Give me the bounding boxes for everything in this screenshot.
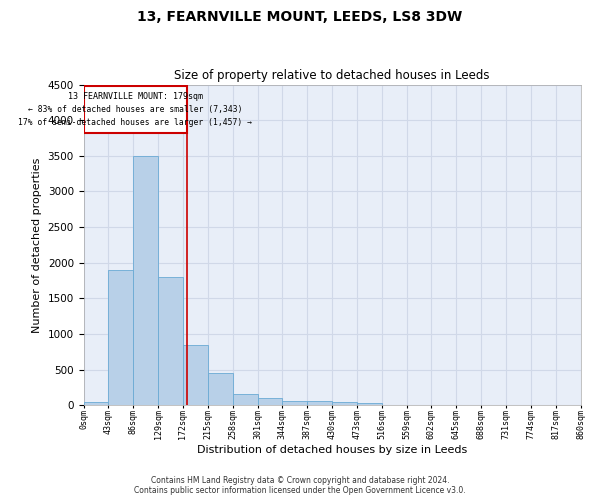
Bar [283,400,307,406]
Bar [158,277,183,406]
Bar [83,402,109,406]
Bar [83,86,187,133]
Bar [183,344,208,406]
Text: 13 FEARNVILLE MOUNT: 179sqm: 13 FEARNVILLE MOUNT: 179sqm [68,92,203,101]
Bar [233,394,257,406]
Text: 13, FEARNVILLE MOUNT, LEEDS, LS8 3DW: 13, FEARNVILLE MOUNT, LEEDS, LS8 3DW [137,10,463,24]
Bar [109,270,133,406]
Bar [332,402,357,406]
Bar [357,403,382,406]
Text: Contains HM Land Registry data © Crown copyright and database right 2024.
Contai: Contains HM Land Registry data © Crown c… [134,476,466,495]
Bar [307,402,332,406]
Bar [257,398,283,406]
Y-axis label: Number of detached properties: Number of detached properties [32,157,42,332]
Title: Size of property relative to detached houses in Leeds: Size of property relative to detached ho… [175,69,490,82]
Text: 17% of semi-detached houses are larger (1,457) →: 17% of semi-detached houses are larger (… [19,118,253,127]
Bar [133,156,158,406]
Bar [208,373,233,406]
Text: ← 83% of detached houses are smaller (7,343): ← 83% of detached houses are smaller (7,… [28,105,242,114]
X-axis label: Distribution of detached houses by size in Leeds: Distribution of detached houses by size … [197,445,467,455]
